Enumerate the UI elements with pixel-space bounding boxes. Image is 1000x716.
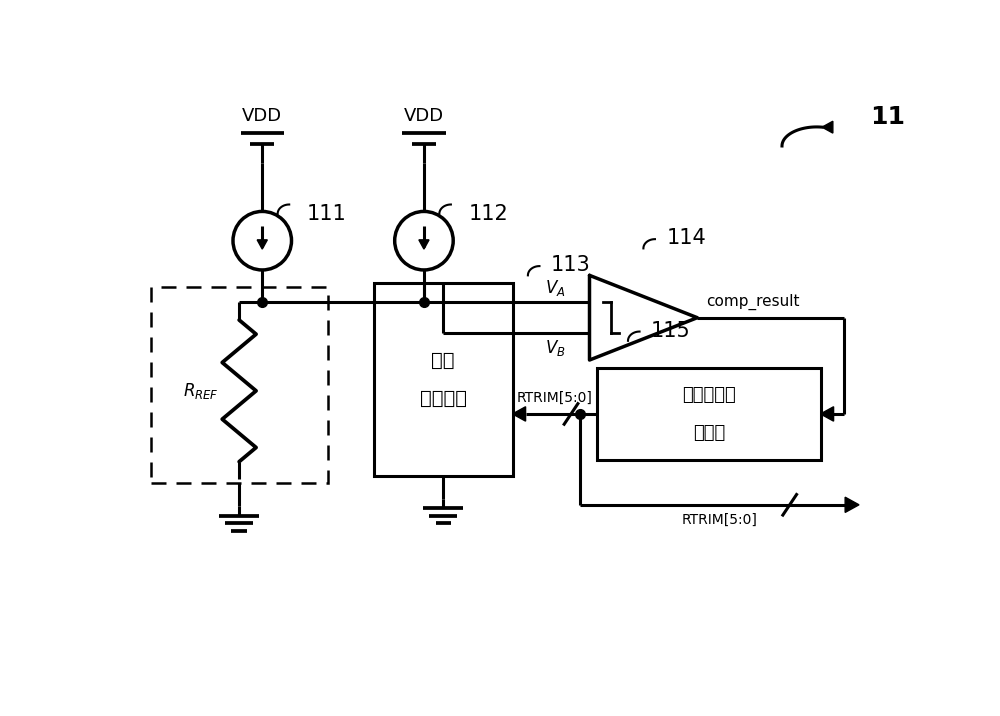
Text: 逐次逃近逻: 逐次逃近逻 [682, 386, 736, 404]
Text: $V_B$: $V_B$ [545, 338, 565, 358]
Text: RTRIM[5:0]: RTRIM[5:0] [682, 513, 758, 526]
Text: VDD: VDD [404, 107, 444, 125]
Text: $V_A$: $V_A$ [545, 278, 565, 298]
Polygon shape [821, 407, 834, 421]
Text: VDD: VDD [242, 107, 282, 125]
Text: 111: 111 [307, 204, 347, 223]
Text: 115: 115 [651, 321, 691, 341]
Text: RTRIM[5:0]: RTRIM[5:0] [517, 391, 593, 405]
Polygon shape [512, 407, 526, 421]
Text: 第一: 第一 [431, 351, 455, 369]
Polygon shape [845, 497, 859, 513]
Polygon shape [419, 240, 429, 249]
Text: 电阵阵列: 电阵阵列 [420, 389, 467, 408]
Bar [597, 368, 821, 460]
Text: 辑模块: 辑模块 [693, 424, 725, 442]
Text: 11: 11 [871, 105, 906, 130]
Bar [374, 283, 513, 475]
Text: 113: 113 [551, 256, 591, 276]
Text: comp_result: comp_result [707, 294, 800, 310]
Polygon shape [822, 121, 833, 133]
Polygon shape [257, 240, 267, 249]
Text: $R_{REF}$: $R_{REF}$ [183, 381, 219, 401]
Text: 114: 114 [667, 228, 706, 248]
Text: 112: 112 [469, 204, 508, 223]
